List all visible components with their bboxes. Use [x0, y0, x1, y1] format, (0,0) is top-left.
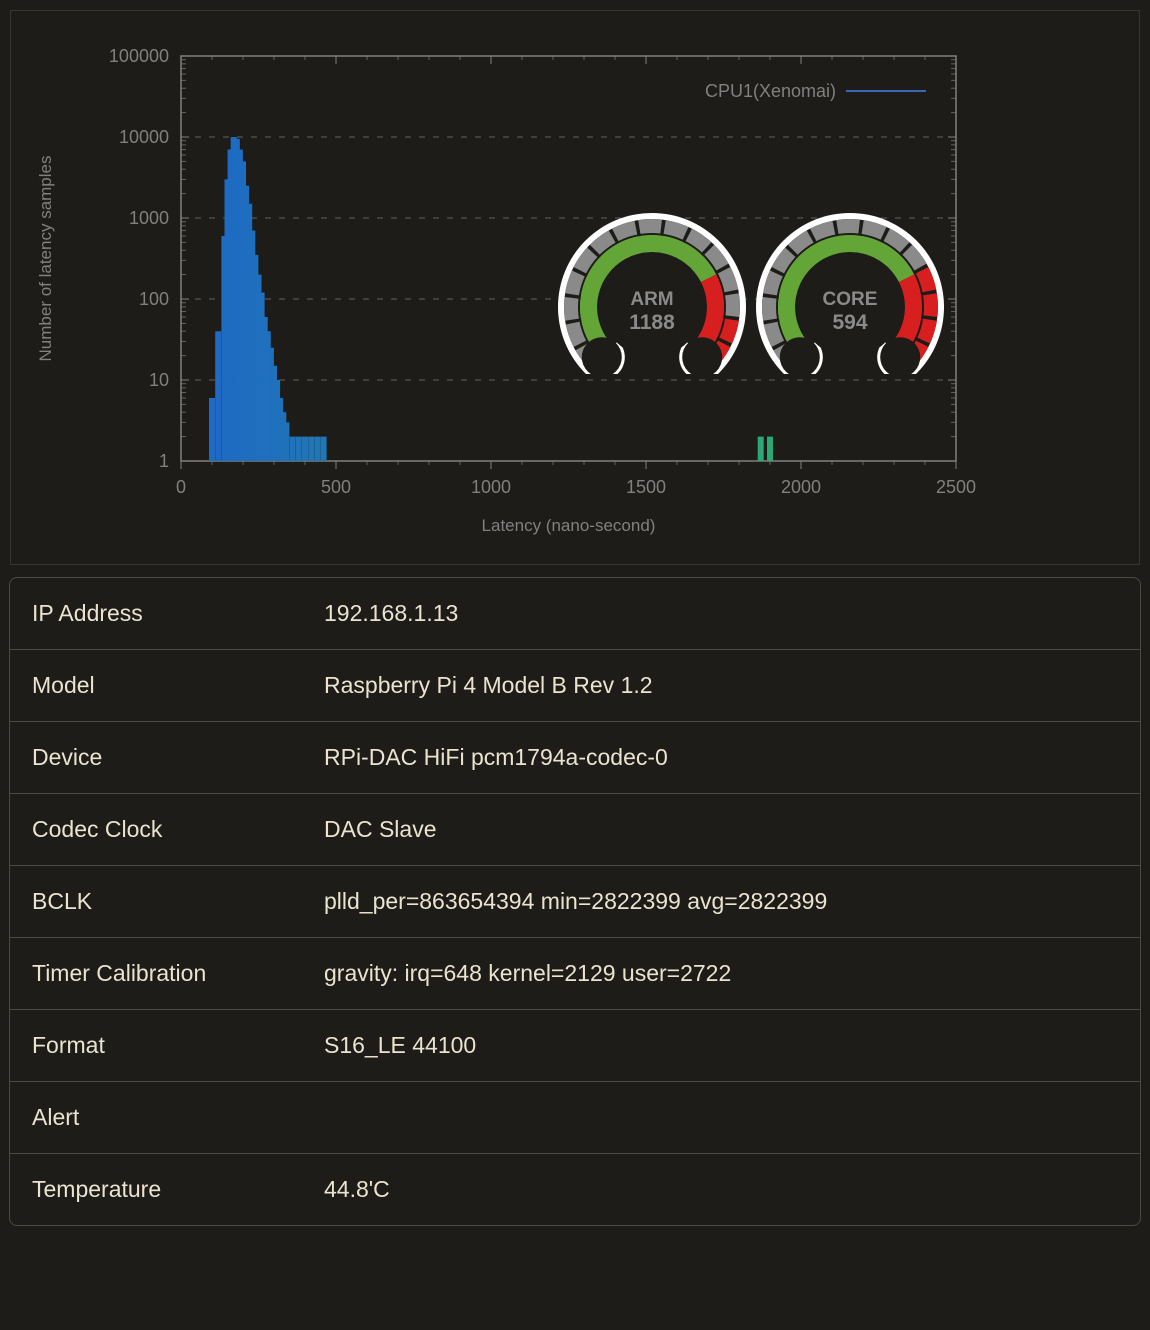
- svg-text:500: 500: [321, 477, 351, 497]
- info-row: Temperature44.8'C: [10, 1154, 1140, 1225]
- info-row: DeviceRPi-DAC HiFi pcm1794a-codec-0: [10, 722, 1140, 794]
- info-label: Format: [10, 1010, 314, 1081]
- svg-text:100: 100: [139, 289, 169, 309]
- info-row: ModelRaspberry Pi 4 Model B Rev 1.2: [10, 650, 1140, 722]
- svg-text:1000: 1000: [471, 477, 511, 497]
- info-value: [314, 1082, 1140, 1153]
- info-label: Alert: [10, 1082, 314, 1153]
- gauges-container: ARM1188CORE594: [556, 211, 946, 374]
- info-value: S16_LE 44100: [314, 1010, 1140, 1081]
- info-label: BCLK: [10, 866, 314, 937]
- info-value: plld_per=863654394 min=2822399 avg=28223…: [314, 866, 1140, 937]
- gauge-label: ARM: [630, 289, 673, 310]
- info-label: Device: [10, 722, 314, 793]
- svg-text:2500: 2500: [936, 477, 976, 497]
- gauge-core: CORE594: [754, 211, 946, 374]
- info-value: 44.8'C: [314, 1154, 1140, 1225]
- gauge-arm: ARM1188: [556, 211, 748, 374]
- info-value: gravity: irq=648 kernel=2129 user=2722: [314, 938, 1140, 1009]
- info-row: Codec ClockDAC Slave: [10, 794, 1140, 866]
- legend-label: CPU1(Xenomai): [705, 81, 836, 101]
- svg-text:1500: 1500: [626, 477, 666, 497]
- gauge-value: 1188: [629, 311, 675, 334]
- info-label: IP Address: [10, 578, 314, 649]
- svg-text:100000: 100000: [109, 46, 169, 66]
- svg-text:2000: 2000: [781, 477, 821, 497]
- svg-text:1000: 1000: [129, 208, 169, 228]
- info-row: Alert: [10, 1082, 1140, 1154]
- info-label: Temperature: [10, 1154, 314, 1225]
- info-row: BCLKplld_per=863654394 min=2822399 avg=2…: [10, 866, 1140, 938]
- svg-text:1: 1: [159, 451, 169, 471]
- svg-text:10000: 10000: [119, 127, 169, 147]
- info-value: RPi-DAC HiFi pcm1794a-codec-0: [314, 722, 1140, 793]
- y-axis-label: Number of latency samples: [36, 156, 55, 362]
- info-row: IP Address192.168.1.13: [10, 578, 1140, 650]
- info-value: DAC Slave: [314, 794, 1140, 865]
- info-label: Timer Calibration: [10, 938, 314, 1009]
- x-axis-label: Latency (nano-second): [482, 516, 656, 535]
- info-row: FormatS16_LE 44100: [10, 1010, 1140, 1082]
- svg-text:10: 10: [149, 370, 169, 390]
- info-row: Timer Calibrationgravity: irq=648 kernel…: [10, 938, 1140, 1010]
- info-label: Codec Clock: [10, 794, 314, 865]
- gauge-label: CORE: [823, 289, 878, 310]
- latency-chart-panel: 1 10 100 1000 10000 100000 0 500 1000 1500 2000 250…: [10, 10, 1140, 565]
- info-value: 192.168.1.13: [314, 578, 1140, 649]
- gauge-value: 594: [832, 311, 867, 334]
- info-value: Raspberry Pi 4 Model B Rev 1.2: [314, 650, 1140, 721]
- svg-text:0: 0: [176, 477, 186, 497]
- info-label: Model: [10, 650, 314, 721]
- system-info-panel: IP Address192.168.1.13ModelRaspberry Pi …: [9, 577, 1141, 1226]
